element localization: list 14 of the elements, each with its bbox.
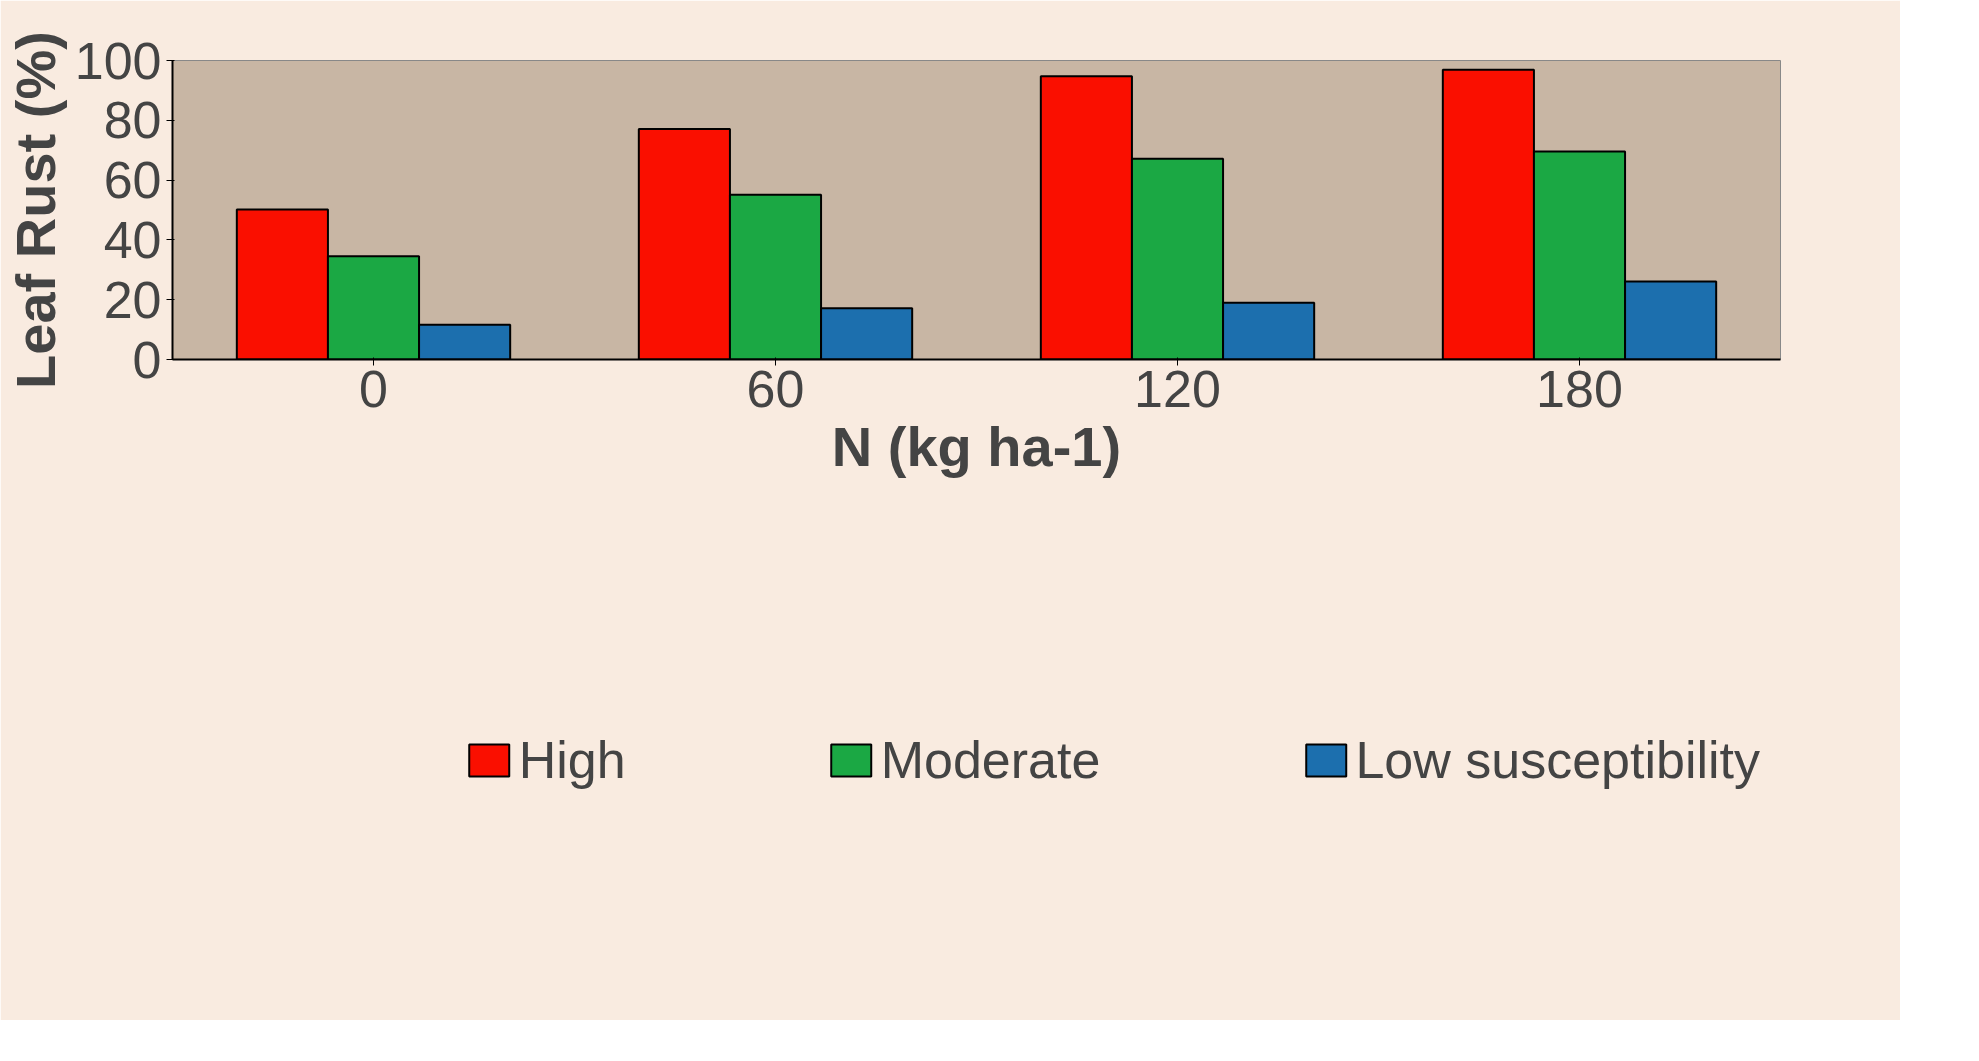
y-tick-label: 40 — [103, 210, 162, 269]
legend-label: Low susceptibility — [1355, 730, 1760, 790]
x-tick-label: 120 — [1134, 359, 1221, 418]
x-tick-label: 0 — [359, 359, 388, 418]
legend-label: High — [518, 730, 626, 790]
y-tick-label: 60 — [103, 151, 162, 210]
x-tick-label: 180 — [1536, 359, 1623, 418]
y-tick-label: 100 — [74, 31, 162, 90]
legend-label: Moderate — [880, 730, 1101, 790]
x-axis-title: N (kg ha-1) — [831, 414, 1122, 478]
y-axis-title: Leaf Rust (%) — [3, 31, 67, 389]
x-tick-label: 60 — [746, 359, 805, 418]
y-tick-label: 20 — [103, 270, 162, 329]
y-tick-label: 80 — [103, 91, 162, 150]
